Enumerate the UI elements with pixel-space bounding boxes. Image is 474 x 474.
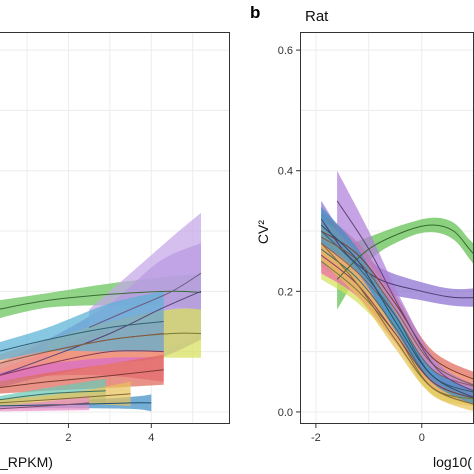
smooth-line [0,369,164,389]
panel-b-y-ticks: 0.0 0.2 0.4 0.6 [278,45,300,419]
panel-a-x-axis-label: _RPKM) [0,454,53,470]
panel-b-smooth-lines [320,200,474,405]
smooth-line [320,242,474,405]
panel-b: b Rat -2 0 0.0 0.2 0.4 0.6 log10( CV² [250,3,474,470]
smooth-line [320,224,474,398]
smooth-line [88,272,202,328]
panel-b-gridlines [300,32,474,424]
y-tick-label: 0.4 [278,166,293,178]
smooth-line [320,254,474,399]
smooth-line [0,390,106,401]
smooth-line [336,200,474,392]
confidence-band [0,381,131,406]
smooth-line [0,402,90,410]
smooth-line [320,230,474,393]
x-tick-label: 4 [148,432,154,444]
panel-b-x-axis-label: log10( [433,454,472,470]
panel-b-y-axis-label: CV² [255,220,271,244]
smooth-line [320,230,474,380]
smooth-line [0,402,152,407]
panel-b-letter: b [250,3,260,22]
panel-b-title: Rat [305,8,329,25]
panel-b-x-ticks: -2 0 [311,424,425,444]
smooth-line [0,393,131,404]
smooth-line [0,290,202,310]
x-tick-label: 0 [419,432,425,444]
smooth-line [0,321,164,352]
smooth-line [0,333,164,364]
smooth-line [0,350,164,376]
confidence-band [0,291,164,361]
smooth-line [320,248,474,399]
smooth-line [320,218,474,299]
panel-a-gridlines [0,32,230,424]
smooth-line [0,290,202,376]
x-tick-label: -2 [311,432,321,444]
panel-a-frame [0,32,230,424]
panel-a-smooth-bands [0,212,202,412]
y-tick-label: 0.6 [278,45,293,57]
y-tick-label: 0.0 [278,407,293,419]
smooth-line [320,236,474,386]
panel-a-smooth-lines [0,272,202,410]
y-tick-label: 0.2 [278,286,293,298]
x-tick-label: 2 [65,432,71,444]
